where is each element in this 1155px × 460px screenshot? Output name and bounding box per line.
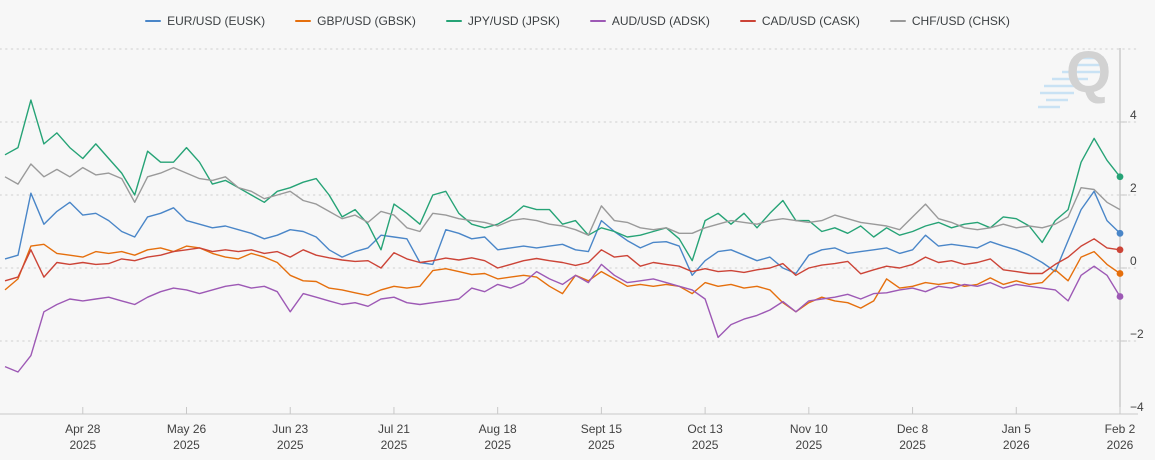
series-line-aud-usd-adsk- — [4, 263, 1121, 373]
x-tick-year-label: 2025 — [69, 438, 96, 452]
legend-item-aud-usd-adsk-[interactable]: AUD/USD (ADSK) — [589, 14, 710, 28]
legend-label: GBP/USD (GBSK) — [317, 14, 416, 28]
legend-label: CAD/USD (CASK) — [761, 14, 860, 28]
x-tick-year-label: 2025 — [899, 438, 926, 452]
legend-item-gbp-usd-gbsk-[interactable]: GBP/USD (GBSK) — [295, 14, 416, 28]
legend-label: CHF/USD (CHSK) — [911, 14, 1010, 28]
watermark: Q — [1038, 44, 1128, 118]
x-tick-label: Jan 5 — [1002, 422, 1032, 436]
legend-label: JPY/USD (JPSK) — [467, 14, 560, 28]
series-line-gbp-usd-gbsk- — [4, 243, 1121, 313]
x-tick-year-label: 2025 — [277, 438, 304, 452]
legend: EUR/USD (EUSK) GBP/USD (GBSK) JPY/USD (JPS… — [0, 14, 1155, 28]
series-end-dot-aud-usd-adsk- — [1116, 293, 1124, 300]
x-tick-label: Aug 18 — [479, 422, 517, 436]
x-tick-label: Dec 8 — [897, 422, 929, 436]
y-tick-label: 4 — [1130, 108, 1137, 122]
x-tick-label: Jun 23 — [272, 422, 308, 436]
x-tick-label: Oct 13 — [687, 422, 723, 436]
series-end-dot-eur-usd-eusk- — [1116, 229, 1124, 237]
legend-swatch-icon — [145, 20, 162, 22]
x-tick-label: Nov 10 — [790, 422, 828, 436]
legend-item-jpy-usd-jpsk-[interactable]: JPY/USD (JPSK) — [445, 14, 560, 28]
watermark-stripes-icon — [1038, 56, 1108, 109]
legend-label: AUD/USD (ADSK) — [611, 14, 710, 28]
x-tick-year-label: 2025 — [588, 438, 615, 452]
legend-swatch-icon — [739, 20, 756, 22]
legend-swatch-icon — [889, 20, 906, 22]
series-line-eur-usd-eusk- — [4, 190, 1121, 276]
x-tick-year-label: 2025 — [173, 438, 200, 452]
legend-item-eur-usd-eusk-[interactable]: EUR/USD (EUSK) — [145, 14, 265, 28]
series-end-dot-jpy-usd-jpsk- — [1116, 173, 1124, 181]
x-tick-year-label: 2025 — [692, 438, 719, 452]
series-line-jpy-usd-jpsk- — [4, 99, 1121, 262]
x-tick-label: Jul 21 — [378, 422, 410, 436]
legend-swatch-icon — [295, 20, 312, 22]
y-tick-label: −2 — [1130, 327, 1144, 341]
series-line-chf-usd-chsk- — [4, 163, 1121, 236]
x-tick-label: May 26 — [167, 422, 207, 436]
x-tick-label: Apr 28 — [65, 422, 101, 436]
legend-swatch-icon — [589, 20, 606, 22]
x-tick-label: Feb 2 — [1105, 422, 1136, 436]
x-tick-year-label: 2026 — [1003, 438, 1030, 452]
legend-item-cad-usd-cask-[interactable]: CAD/USD (CASK) — [739, 14, 860, 28]
x-tick-year-label: 2025 — [381, 438, 408, 452]
series-end-dot-gbp-usd-gbsk- — [1116, 270, 1124, 277]
legend-item-chf-usd-chsk-[interactable]: CHF/USD (CHSK) — [889, 14, 1010, 28]
x-tick-year-label: 2025 — [795, 438, 822, 452]
y-tick-label: −4 — [1130, 400, 1144, 414]
x-tick-year-label: 2026 — [1107, 438, 1134, 452]
x-tick-label: Sept 15 — [581, 422, 623, 436]
legend-swatch-icon — [445, 20, 462, 22]
legend-label: EUR/USD (EUSK) — [167, 14, 266, 28]
y-tick-label: 0 — [1130, 254, 1137, 268]
series-end-dot-cad-usd-cask- — [1116, 246, 1124, 254]
x-tick-year-label: 2025 — [484, 438, 511, 452]
watermark-q-logo: Q — [1066, 40, 1112, 105]
y-tick-label: 2 — [1130, 181, 1137, 195]
series-line-cad-usd-cask- — [4, 238, 1121, 282]
